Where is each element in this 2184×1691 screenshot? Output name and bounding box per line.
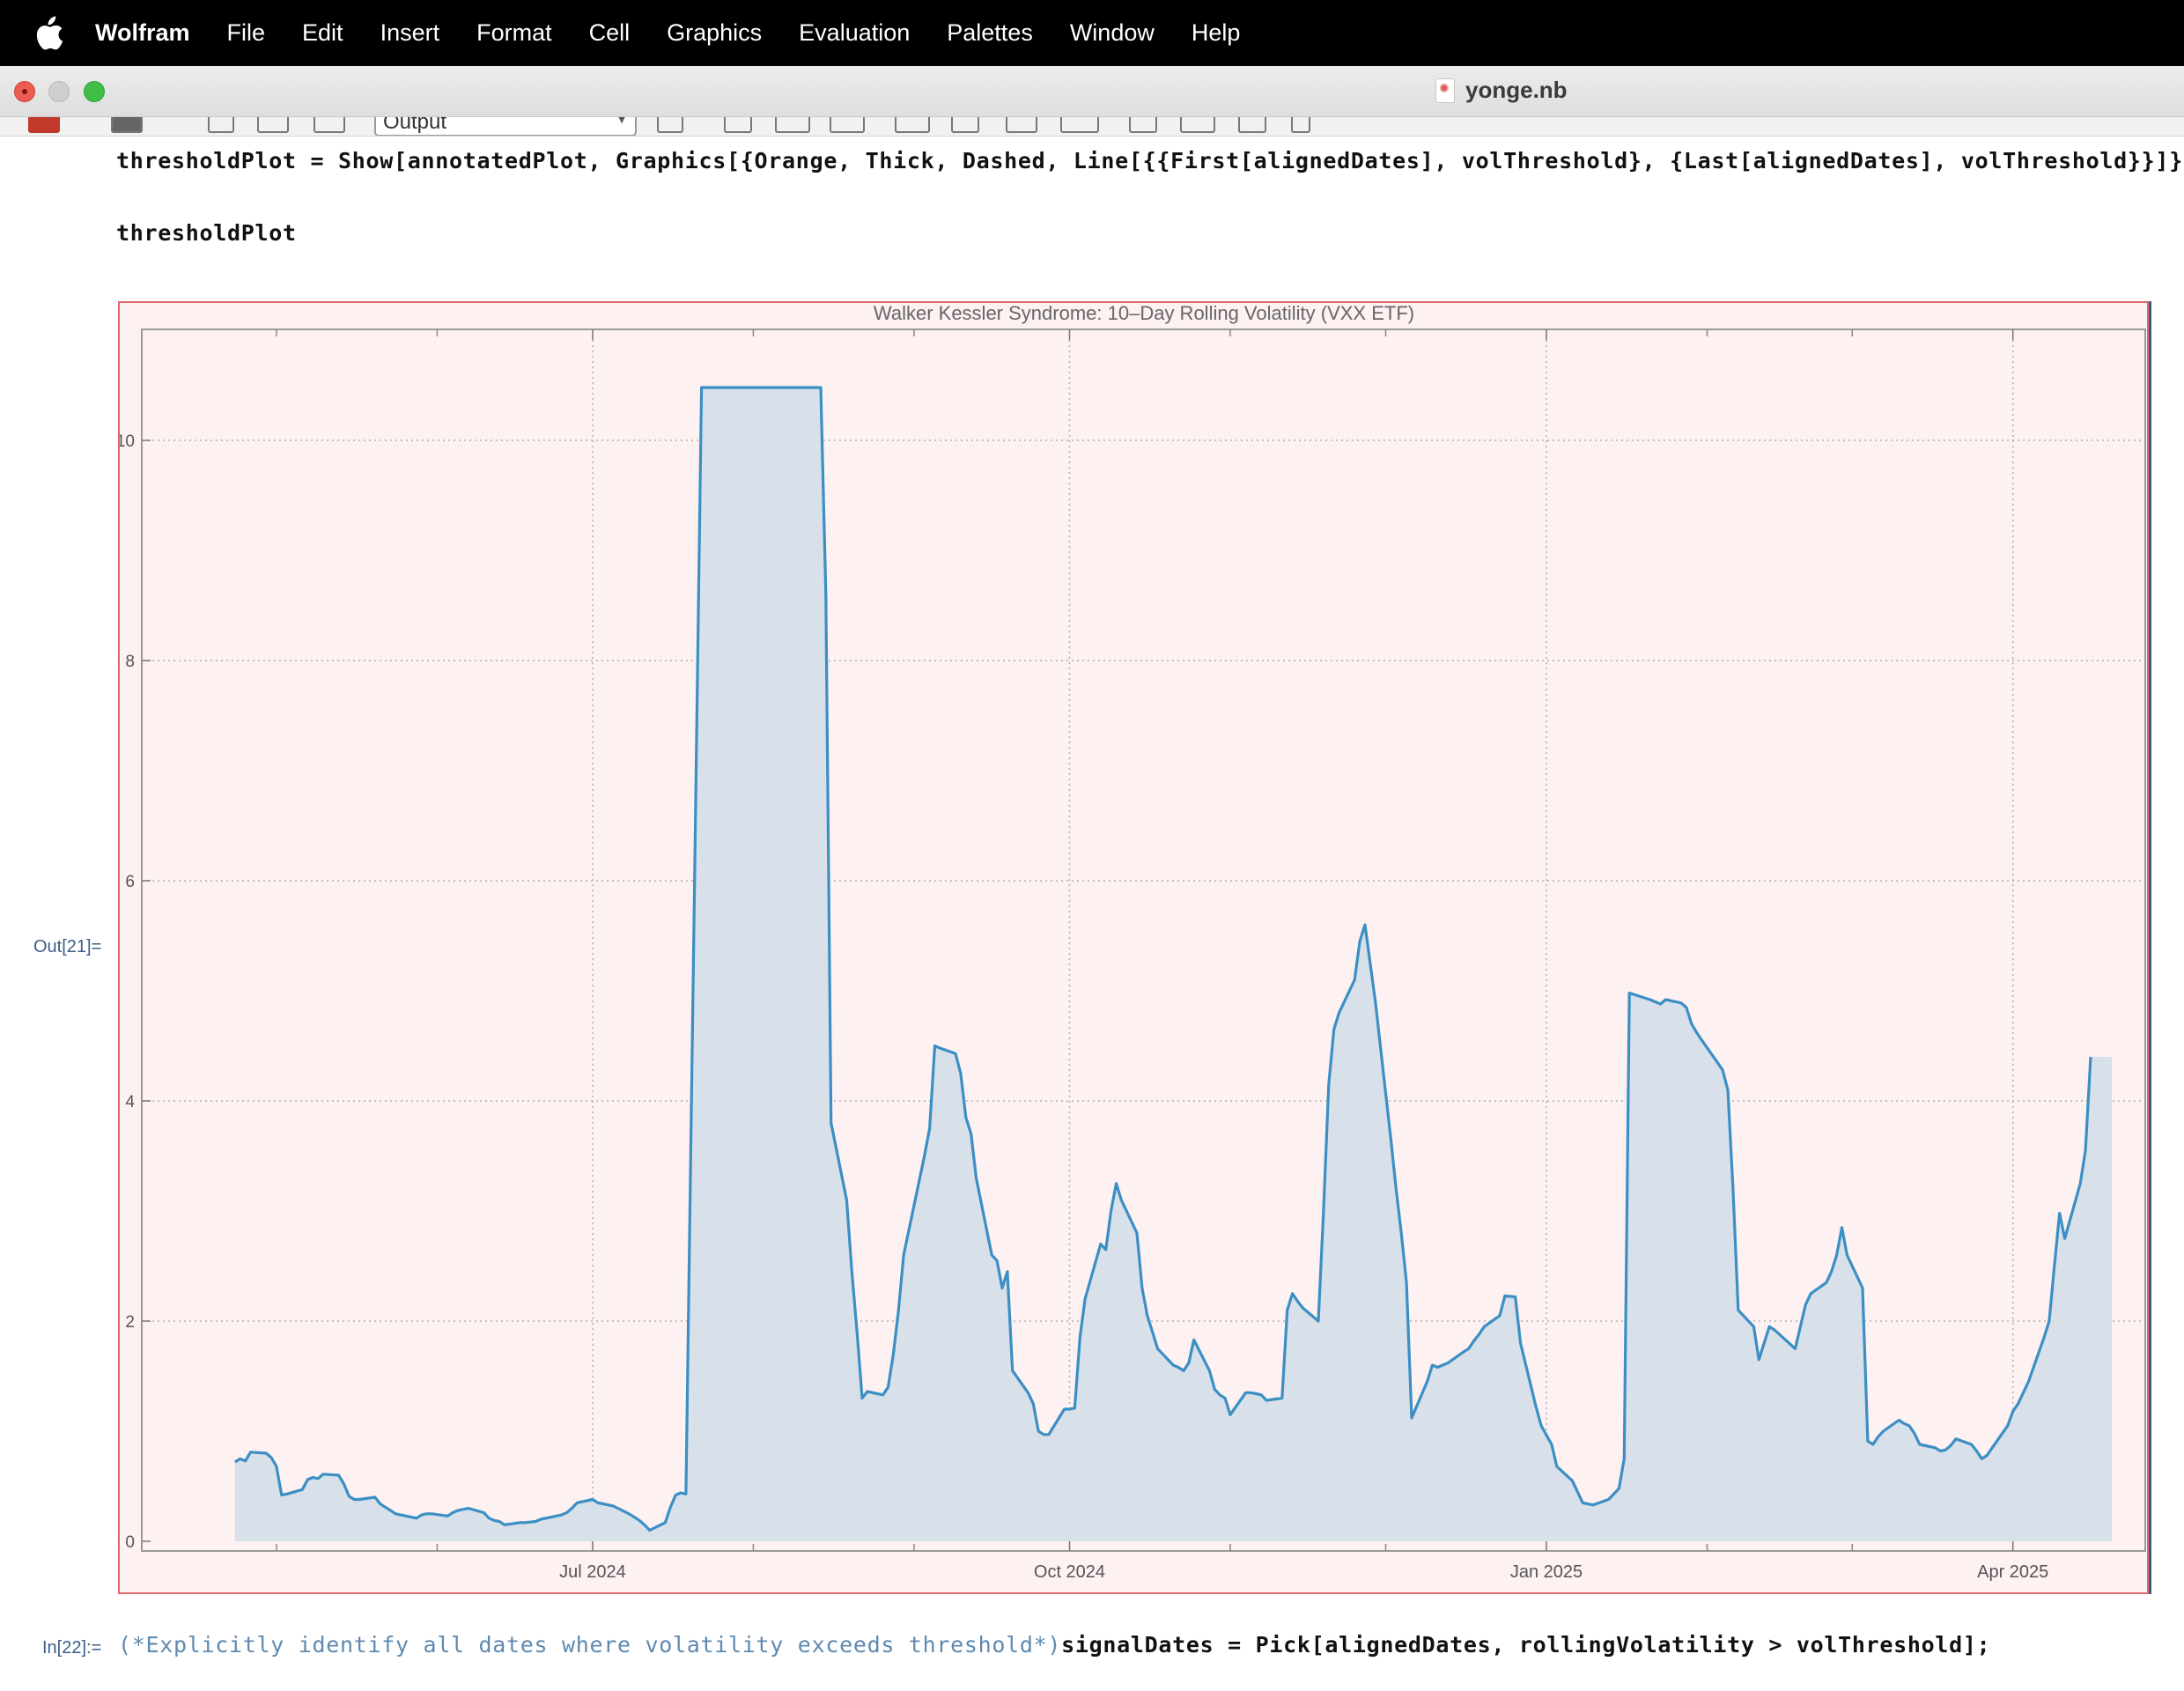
more-options-icon[interactable]: [1006, 117, 1037, 133]
insert-below-icon[interactable]: [830, 117, 865, 133]
plot-output[interactable]: Walker Kessler Syndrome: 10–Day Rolling …: [116, 301, 2149, 1594]
menu-graphics[interactable]: Graphics: [667, 19, 763, 46]
x-tick-label: Oct 2024: [1034, 1562, 1105, 1582]
function-icon[interactable]: [1180, 117, 1215, 133]
document-title: yonge.nb: [1435, 77, 1568, 104]
document-title-text: yonge.nb: [1465, 77, 1568, 103]
cell-bracket-icon[interactable]: [657, 117, 683, 133]
zoom-window-button[interactable]: [84, 81, 105, 102]
input-cell-line-threshold-plot[interactable]: thresholdPlot = Show[annotatedPlot, Grap…: [116, 148, 2184, 174]
menu-insert[interactable]: Insert: [380, 19, 440, 46]
move-cell-icon[interactable]: [895, 117, 930, 133]
minimize-window-button[interactable]: [48, 81, 70, 102]
notebook-file-icon: [1435, 78, 1455, 103]
menu-app-wolfram[interactable]: Wolfram: [95, 19, 190, 46]
style-select-value: Output: [383, 117, 447, 134]
y-tick-label: 2: [125, 1313, 135, 1332]
menu-evaluation[interactable]: Evaluation: [799, 19, 911, 46]
y-tick-label: 6: [125, 873, 135, 891]
y-tick-label: 4: [125, 1093, 135, 1111]
insert-above-icon[interactable]: [775, 117, 810, 133]
cell-bracket[interactable]: [2149, 301, 2151, 1594]
plot-frame-box: [141, 329, 2146, 1552]
cell-group-icon[interactable]: [208, 117, 234, 133]
cell-insert-icon[interactable]: [257, 117, 289, 133]
menu-palettes[interactable]: Palettes: [947, 19, 1033, 46]
menu-edit[interactable]: Edit: [302, 19, 343, 46]
input-cell-signal-dates[interactable]: (*Explicitly identify all dates where vo…: [118, 1632, 1990, 1658]
chart-title: Walker Kessler Syndrome: 10–Day Rolling …: [874, 303, 1414, 324]
image-icon[interactable]: [1238, 117, 1266, 133]
y-tick-label: 8: [125, 653, 135, 671]
window-title-bar[interactable]: yonge.nb: [0, 66, 2184, 117]
menu-cell[interactable]: Cell: [588, 19, 631, 46]
menu-window[interactable]: Window: [1069, 19, 1155, 46]
apple-logo-icon[interactable]: [33, 16, 63, 51]
evaluate-icon[interactable]: [28, 117, 60, 133]
close-window-button[interactable]: [14, 81, 35, 102]
chevron-down-icon[interactable]: [77, 117, 88, 133]
notebook-toolbar: Output ▼: [0, 117, 2184, 137]
style-select[interactable]: Output ▼: [374, 117, 637, 136]
book-icon[interactable]: [314, 117, 345, 133]
sum-icon[interactable]: [1129, 117, 1157, 133]
y-tick-label: 0: [125, 1533, 135, 1552]
y-tick-label: 10: [120, 432, 135, 451]
link-icon[interactable]: [1291, 117, 1310, 133]
input-cell-line-show-plot[interactable]: thresholdPlot: [116, 220, 297, 246]
output-label: Out[21]=: [33, 937, 102, 956]
code-comment: (*Explicitly identify all dates where vo…: [118, 1632, 1062, 1658]
volatility-chart[interactable]: Walker Kessler Syndrome: 10–Day Rolling …: [116, 302, 2147, 1592]
cell-size-icon[interactable]: [724, 117, 752, 133]
x-tick-label: Apr 2025: [1977, 1562, 2048, 1582]
input-label: In[22]:=: [42, 1638, 102, 1658]
chevron-down-icon: ▼: [616, 117, 628, 126]
menu-help[interactable]: Help: [1191, 19, 1241, 46]
menu-file[interactable]: File: [226, 19, 266, 46]
code-expression: signalDates = Pick[alignedDates, rolling…: [1061, 1632, 1991, 1658]
series-line: [234, 386, 2092, 1532]
series-area-fill: [234, 388, 2113, 1541]
x-tick-label: Jan 2025: [1510, 1562, 1583, 1582]
gear-icon[interactable]: [111, 117, 143, 133]
math-input-icon[interactable]: [1060, 117, 1099, 133]
menu-bar: Wolfram File Edit Insert Format Cell Gra…: [0, 0, 2184, 66]
menu-format[interactable]: Format: [476, 19, 552, 46]
copy-icon[interactable]: [951, 117, 979, 133]
x-tick-label: Jul 2024: [559, 1562, 626, 1582]
